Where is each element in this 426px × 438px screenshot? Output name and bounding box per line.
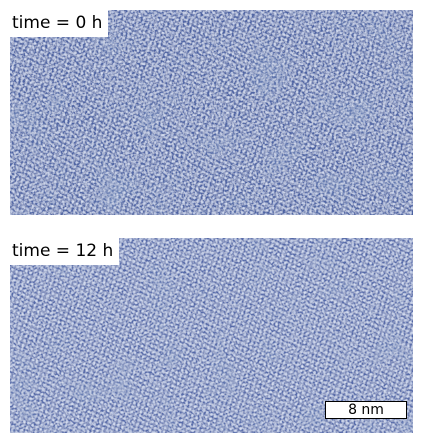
scale-bar: 8 nm	[325, 401, 407, 419]
atomic-lattice-image	[10, 10, 413, 215]
stm-image-time-0h: time = 0 h	[10, 10, 413, 215]
time-label: time = 12 h	[10, 238, 120, 265]
stm-image-time-12h: time = 12 h 8 nm	[10, 238, 413, 433]
time-label: time = 0 h	[10, 10, 109, 37]
atomic-lattice-image	[10, 238, 413, 433]
